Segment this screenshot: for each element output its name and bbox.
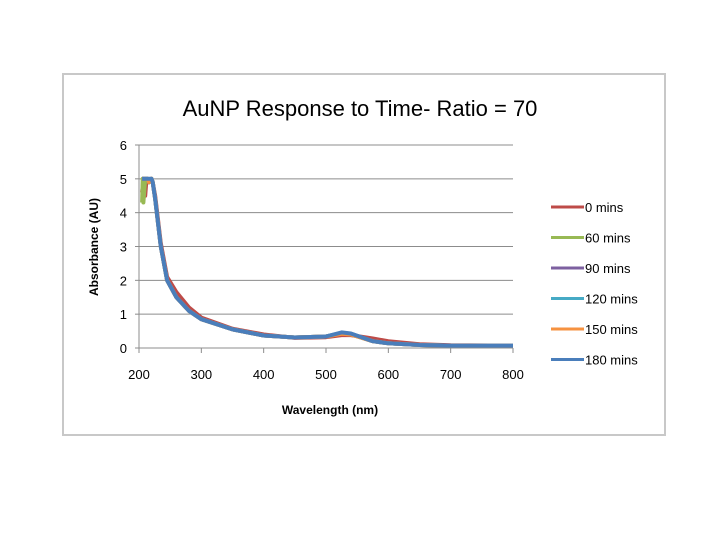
- y-tick-label: 1: [120, 307, 127, 322]
- chart-title: AuNP Response to Time- Ratio = 70: [183, 96, 538, 121]
- legend-label: 120 mins: [585, 292, 638, 307]
- series-line-180-mins: [142, 176, 513, 348]
- x-tick-label: 600: [377, 367, 399, 382]
- y-tick-label: 2: [120, 273, 127, 288]
- series-line-0-mins: [140, 176, 514, 348]
- x-tick-label: 200: [128, 367, 150, 382]
- x-axis-label: Wavelength (nm): [282, 403, 378, 417]
- y-tick-label: 5: [120, 172, 127, 187]
- x-tick-label: 400: [253, 367, 275, 382]
- x-tick-label: 300: [190, 367, 212, 382]
- y-tick-label: 6: [120, 138, 127, 153]
- legend-label: 90 mins: [585, 261, 631, 276]
- legend-label: 0 mins: [585, 200, 624, 215]
- legend-label: 60 mins: [585, 231, 631, 246]
- legend-label: 180 mins: [585, 353, 638, 368]
- series-line-90-mins: [142, 176, 513, 348]
- series-line-60-mins: [140, 176, 513, 348]
- x-tick-label: 700: [440, 367, 462, 382]
- y-tick-label: 3: [120, 240, 127, 255]
- y-tick-label: 0: [120, 341, 127, 356]
- x-tick-label: 800: [502, 367, 524, 382]
- series-line-150-mins: [142, 176, 513, 348]
- legend-label: 150 mins: [585, 322, 638, 337]
- x-tick-label: 500: [315, 367, 337, 382]
- y-tick-label: 4: [120, 206, 127, 221]
- y-axis-label: Absorbance (AU): [87, 198, 101, 296]
- series-line-120-mins: [142, 176, 513, 348]
